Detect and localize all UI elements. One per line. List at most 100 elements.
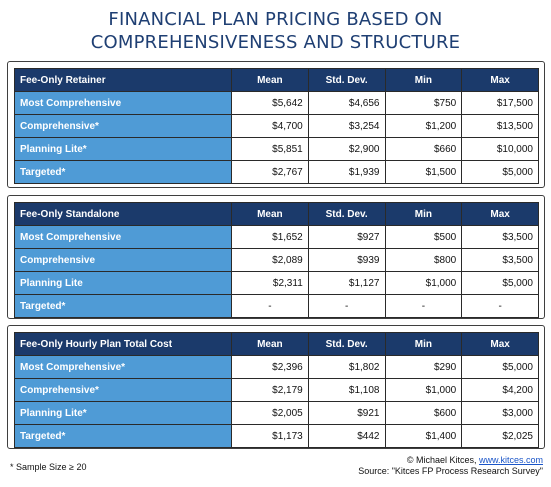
table-header-row: Fee-Only Hourly Plan Total Cost Mean Std… — [14, 332, 539, 356]
cell-max: $3,500 — [461, 248, 539, 272]
cell-min: $750 — [384, 91, 463, 115]
cell-max: $13,500 — [461, 114, 539, 138]
column-header-std-dev: Std. Dev. — [307, 332, 386, 356]
table-panel-hourly: Fee-Only Hourly Plan Total Cost Mean Std… — [7, 325, 545, 449]
cell-std-dev: $1,939 — [307, 160, 386, 184]
table-heading: Fee-Only Hourly Plan Total Cost — [14, 332, 232, 356]
cell-max: $4,200 — [461, 378, 539, 402]
table-row: Planning Lite* $2,005 $921 $600 $3,000 — [14, 401, 539, 425]
cell-min: - — [384, 294, 463, 318]
row-label: Comprehensive — [14, 248, 232, 272]
cell-max: $5,000 — [461, 355, 539, 379]
table-heading: Fee-Only Retainer — [14, 68, 232, 92]
table-panel-retainer: Fee-Only Retainer Mean Std. Dev. Min Max… — [7, 61, 545, 188]
table-header-row: Fee-Only Standalone Mean Std. Dev. Min M… — [14, 202, 539, 226]
table-row: Comprehensive* $2,179 $1,108 $1,000 $4,2… — [14, 378, 539, 402]
cell-mean: $2,179 — [231, 378, 309, 402]
cell-mean: $2,005 — [231, 401, 309, 425]
column-header-mean: Mean — [231, 332, 309, 356]
table-panel-standalone: Fee-Only Standalone Mean Std. Dev. Min M… — [7, 195, 545, 319]
cell-min: $290 — [384, 355, 463, 379]
table-row: Comprehensive* $4,700 $3,254 $1,200 $13,… — [14, 114, 539, 138]
cell-mean: $1,652 — [231, 225, 309, 249]
table-row: Targeted* $1,173 $442 $1,400 $2,025 — [14, 424, 539, 448]
column-header-std-dev: Std. Dev. — [307, 68, 386, 92]
table-header-row: Fee-Only Retainer Mean Std. Dev. Min Max — [14, 68, 539, 92]
cell-std-dev: - — [307, 294, 386, 318]
table-row: Most Comprehensive $1,652 $927 $500 $3,5… — [14, 225, 539, 249]
cell-mean: $2,767 — [231, 160, 309, 184]
cell-max: $5,000 — [461, 271, 539, 295]
cell-max: - — [461, 294, 539, 318]
cell-std-dev: $1,127 — [307, 271, 386, 295]
cell-min: $1,400 — [384, 424, 463, 448]
column-header-max: Max — [461, 332, 539, 356]
page-title: FINANCIAL PLAN PRICING BASED ON COMPREHE… — [0, 8, 551, 54]
row-label: Most Comprehensive — [14, 91, 232, 115]
cell-max: $3,500 — [461, 225, 539, 249]
row-label: Most Comprehensive — [14, 225, 232, 249]
cell-min: $1,000 — [384, 271, 463, 295]
cell-mean: $2,311 — [231, 271, 309, 295]
cell-max: $10,000 — [461, 137, 539, 161]
cell-min: $1,500 — [384, 160, 463, 184]
row-label: Comprehensive* — [14, 378, 232, 402]
cell-min: $1,200 — [384, 114, 463, 138]
cell-std-dev: $939 — [307, 248, 386, 272]
source-line: Source: "Kitces FP Process Research Surv… — [358, 466, 543, 476]
table-heading: Fee-Only Standalone — [14, 202, 232, 226]
pricing-table-retainer: Fee-Only Retainer Mean Std. Dev. Min Max… — [14, 68, 539, 184]
row-label: Targeted* — [14, 294, 232, 318]
cell-std-dev: $1,108 — [307, 378, 386, 402]
cell-min: $660 — [384, 137, 463, 161]
source-credit: © Michael Kitces, www.kitces.com Source:… — [358, 455, 543, 477]
cell-std-dev: $1,802 — [307, 355, 386, 379]
cell-mean: $2,396 — [231, 355, 309, 379]
title-line-2: COMPREHENSIVENESS AND STRUCTURE — [90, 32, 461, 53]
cell-mean: $5,642 — [231, 91, 309, 115]
table-row: Targeted* $2,767 $1,939 $1,500 $5,000 — [14, 160, 539, 184]
row-label: Planning Lite* — [14, 401, 232, 425]
cell-max: $2,025 — [461, 424, 539, 448]
row-label: Planning Lite* — [14, 137, 232, 161]
cell-min: $500 — [384, 225, 463, 249]
cell-mean: $4,700 — [231, 114, 309, 138]
copyright-text: © Michael Kitces, — [406, 455, 479, 465]
cell-mean: $1,173 — [231, 424, 309, 448]
title-line-1: FINANCIAL PLAN PRICING BASED ON — [108, 9, 443, 30]
cell-std-dev: $442 — [307, 424, 386, 448]
column-header-mean: Mean — [231, 68, 309, 92]
cell-std-dev: $4,656 — [307, 91, 386, 115]
cell-mean: - — [231, 294, 309, 318]
cell-max: $17,500 — [461, 91, 539, 115]
sample-size-footnote: * Sample Size ≥ 20 — [10, 462, 87, 472]
row-label: Most Comprehensive* — [14, 355, 232, 379]
cell-max: $3,000 — [461, 401, 539, 425]
column-header-mean: Mean — [231, 202, 309, 226]
cell-std-dev: $921 — [307, 401, 386, 425]
cell-std-dev: $927 — [307, 225, 386, 249]
cell-max: $5,000 — [461, 160, 539, 184]
cell-std-dev: $3,254 — [307, 114, 386, 138]
cell-std-dev: $2,900 — [307, 137, 386, 161]
row-label: Comprehensive* — [14, 114, 232, 138]
row-label: Targeted* — [14, 160, 232, 184]
cell-min: $800 — [384, 248, 463, 272]
row-label: Planning Lite — [14, 271, 232, 295]
kitces-link[interactable]: www.kitces.com — [478, 455, 543, 465]
pricing-table-standalone: Fee-Only Standalone Mean Std. Dev. Min M… — [14, 202, 539, 318]
column-header-min: Min — [384, 68, 463, 92]
table-row: Targeted* - - - - — [14, 294, 539, 318]
table-row: Most Comprehensive* $2,396 $1,802 $290 $… — [14, 355, 539, 379]
cell-min: $600 — [384, 401, 463, 425]
copyright-line: © Michael Kitces, www.kitces.com — [358, 455, 543, 466]
cell-min: $1,000 — [384, 378, 463, 402]
column-header-std-dev: Std. Dev. — [307, 202, 386, 226]
cell-mean: $5,851 — [231, 137, 309, 161]
table-row: Planning Lite $2,311 $1,127 $1,000 $5,00… — [14, 271, 539, 295]
column-header-max: Max — [461, 68, 539, 92]
pricing-table-hourly: Fee-Only Hourly Plan Total Cost Mean Std… — [14, 332, 539, 448]
cell-mean: $2,089 — [231, 248, 309, 272]
table-row: Comprehensive $2,089 $939 $800 $3,500 — [14, 248, 539, 272]
table-row: Planning Lite* $5,851 $2,900 $660 $10,00… — [14, 137, 539, 161]
